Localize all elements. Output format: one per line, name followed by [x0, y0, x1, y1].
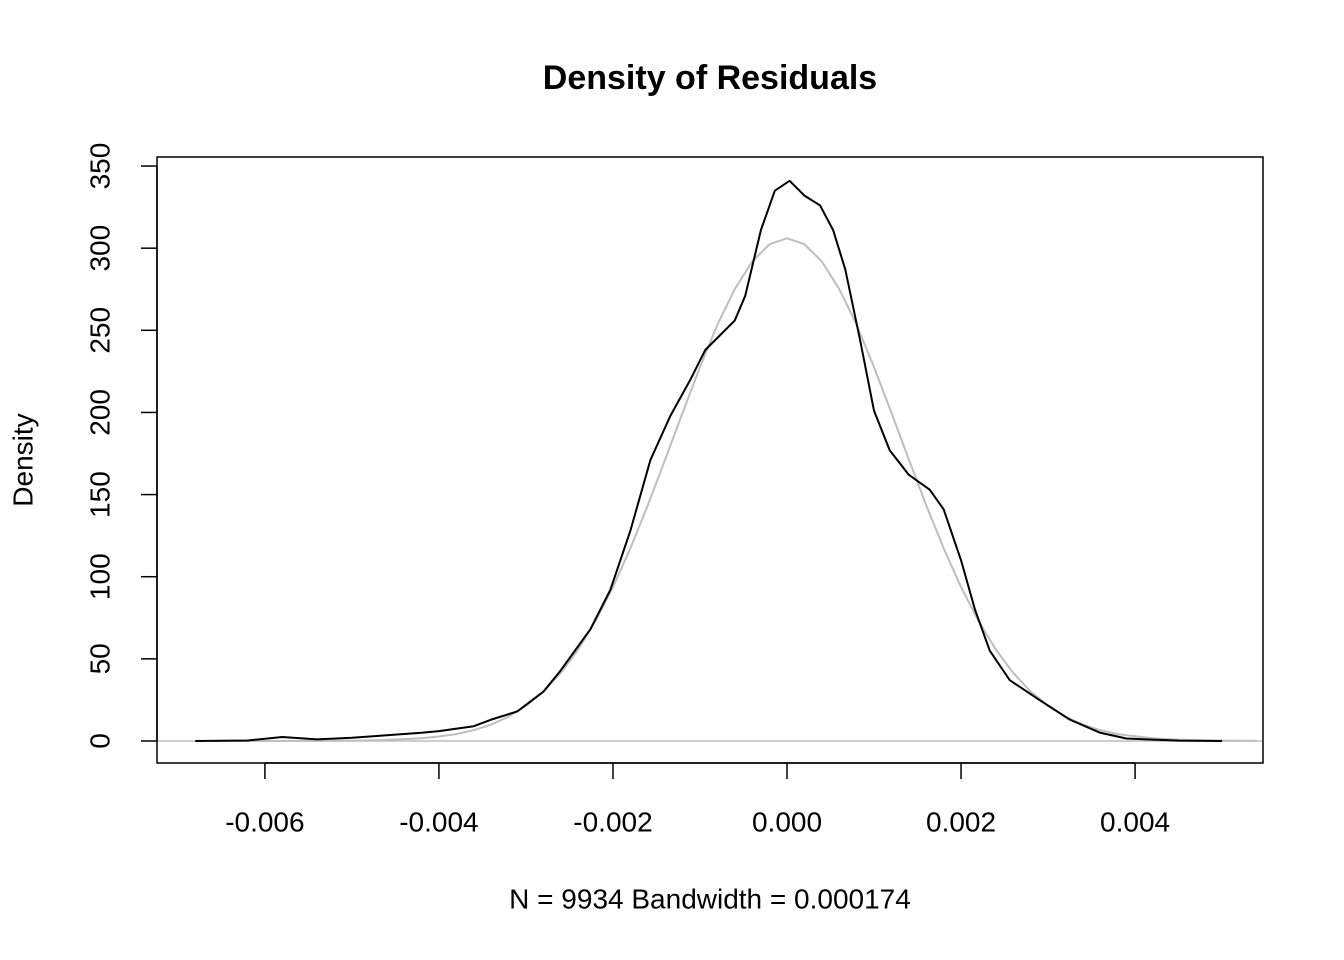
x-tick-label: -0.002 — [573, 806, 652, 837]
x-tick-label: 0.002 — [926, 806, 996, 837]
x-tick-label: 0.000 — [752, 806, 822, 837]
density-line — [195, 179, 1223, 742]
x-axis-label: N = 9934 Bandwidth = 0.000174 — [509, 883, 911, 914]
y-tick-label: 300 — [84, 225, 115, 272]
x-tick-label: 0.004 — [1100, 806, 1170, 837]
chart-title: Density of Residuals — [543, 59, 877, 97]
x-tick-label: -0.006 — [225, 806, 304, 837]
y-axis-label: Density — [7, 413, 38, 506]
density-line — [212, 237, 1257, 742]
y-tick-label: 350 — [84, 143, 115, 190]
y-tick-label: 0 — [84, 733, 115, 749]
y-tick-label: 250 — [84, 307, 115, 354]
y-tick-label: 50 — [84, 643, 115, 674]
plot-frame — [156, 156, 1264, 764]
y-tick-label: 200 — [84, 389, 115, 436]
x-tick-label: -0.004 — [399, 806, 478, 837]
y-tick-label: 100 — [84, 553, 115, 600]
y-tick-label: 150 — [84, 471, 115, 518]
